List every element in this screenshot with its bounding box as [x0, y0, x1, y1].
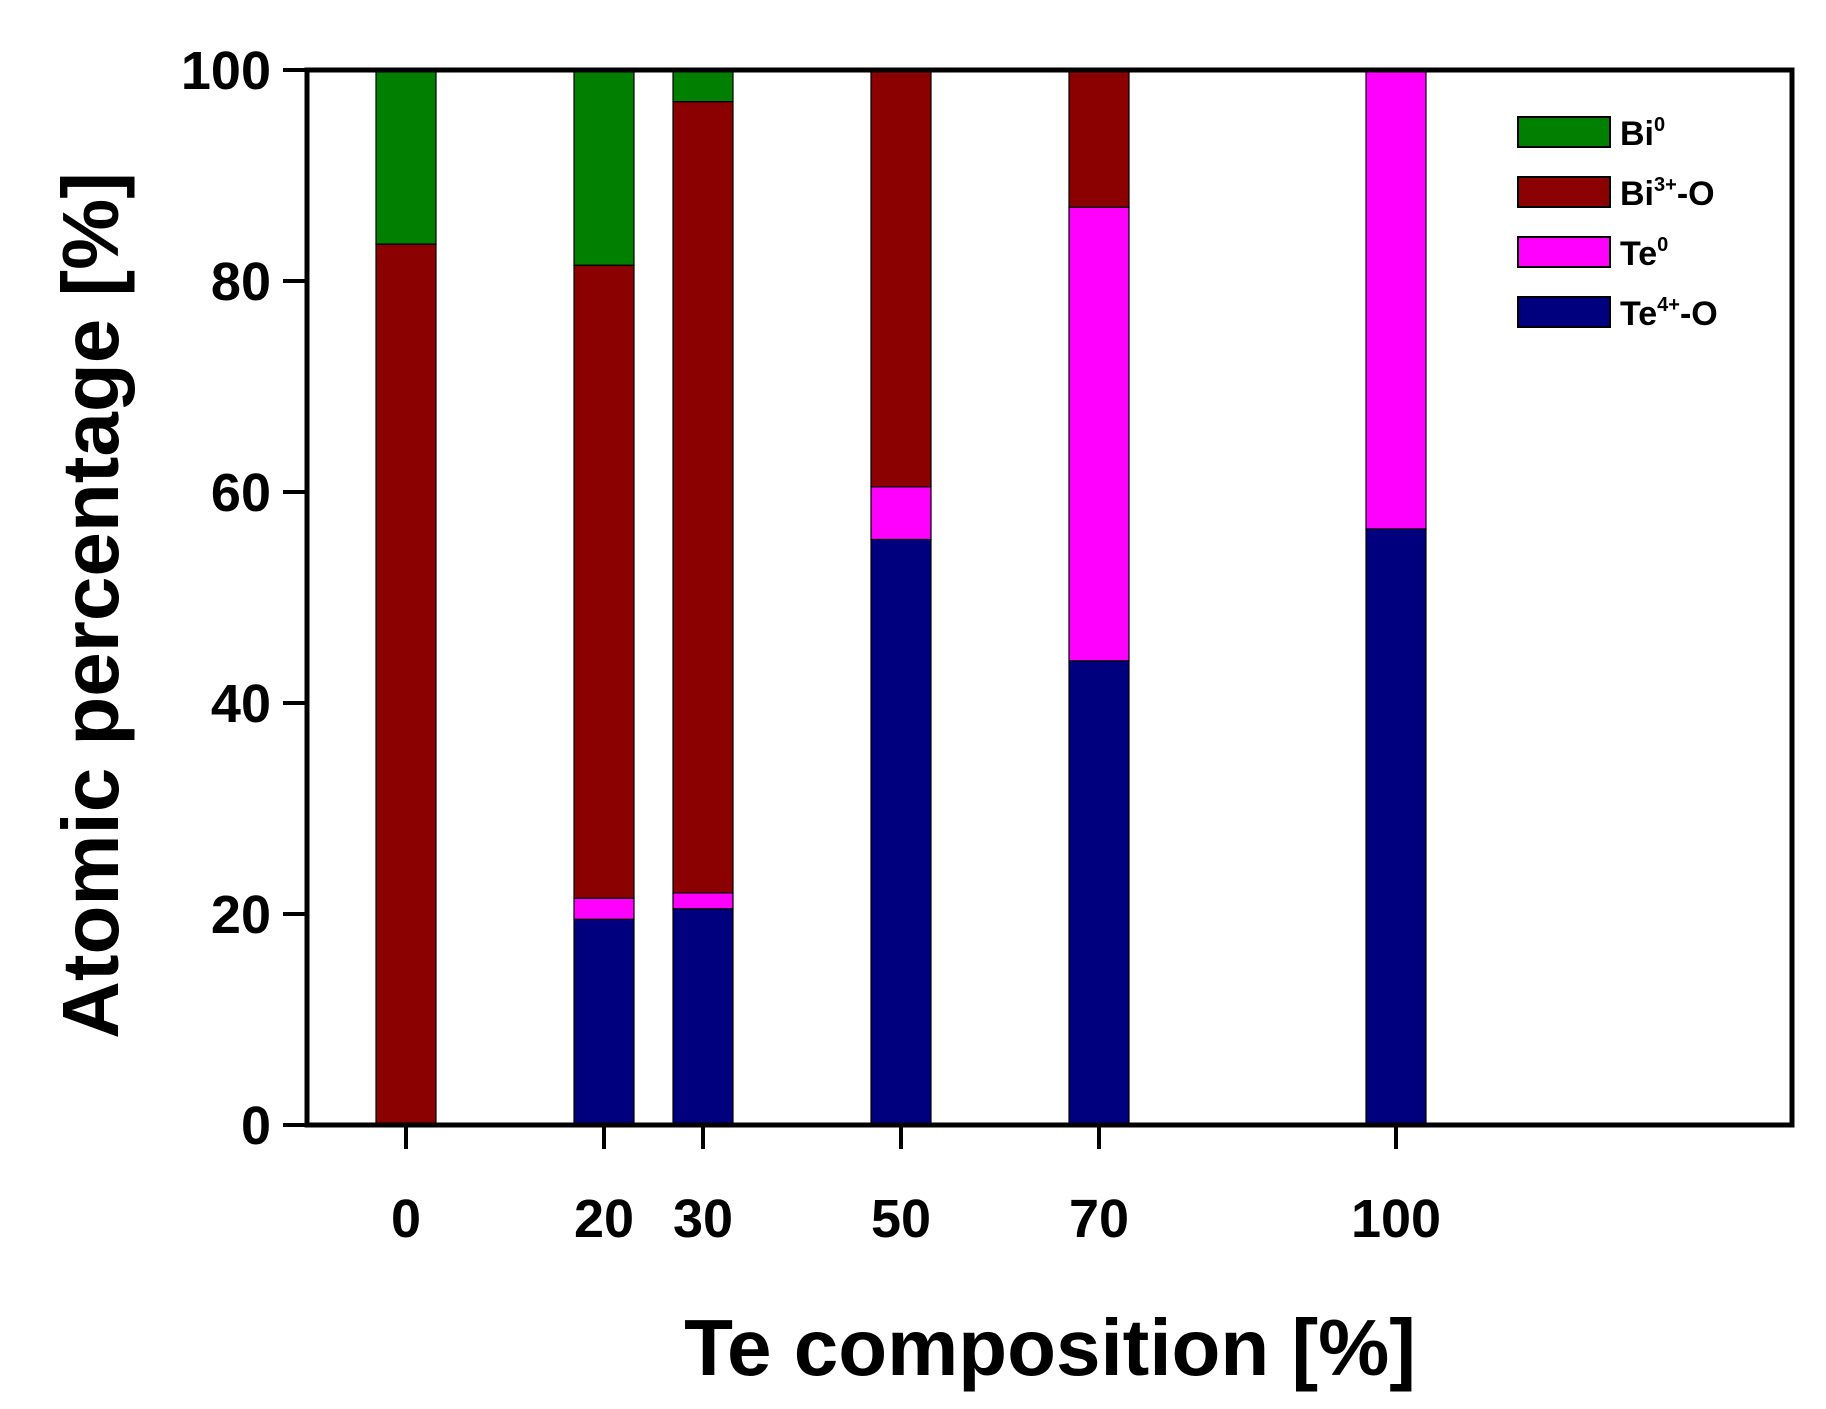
bar-bi3-20	[573, 264, 635, 899]
bar-te0-20	[573, 897, 635, 920]
bar-te4-50	[870, 538, 932, 1126]
x-tick-label: 20	[574, 1189, 634, 1249]
y-tick-label: 60	[211, 463, 271, 523]
bar-bi0-20	[573, 69, 635, 266]
bar-bi0-30	[672, 69, 734, 103]
legend-label-bi0: Bi0	[1620, 114, 1665, 153]
bar-bi3-30	[672, 101, 734, 894]
bar-bi3-0	[375, 243, 437, 1126]
legend-swatch-te4	[1517, 296, 1611, 328]
legend-swatch-bi3	[1517, 176, 1611, 208]
x-tick-label: 100	[1351, 1189, 1441, 1249]
bar-te0-50	[870, 486, 932, 541]
bar-te4-100	[1365, 528, 1427, 1126]
bar-te4-30	[672, 908, 734, 1126]
y-tick-label: 20	[211, 885, 271, 945]
x-axis: 0 20 30 50 70 100	[391, 1125, 1441, 1249]
y-tick-label: 0	[241, 1096, 271, 1156]
legend-swatch-te0	[1517, 236, 1611, 268]
legend-label-bi3: Bi3+-O	[1620, 174, 1715, 213]
bar-te0-30	[672, 892, 734, 910]
plot-frame	[304, 67, 1795, 1128]
bars	[375, 69, 1427, 1126]
x-tick-label: 30	[673, 1189, 733, 1249]
x-tick-label: 0	[391, 1189, 421, 1249]
bar-te4-20	[573, 918, 635, 1126]
bar-te0-100	[1365, 69, 1427, 530]
bar-te0-70	[1068, 206, 1130, 662]
y-tick-label: 40	[211, 674, 271, 734]
bar-bi3-70	[1068, 69, 1130, 208]
legend-label-te4: Te4+-O	[1620, 294, 1718, 333]
y-axis-title: Atomic percentage [%]	[46, 172, 135, 1039]
bar-bi3-50	[870, 69, 932, 488]
y-tick-label: 100	[181, 41, 271, 101]
bar-bi0-0	[375, 69, 437, 245]
x-axis-title: Te composition [%]	[684, 1303, 1416, 1392]
y-axis: 0 20 40 60 80 100	[181, 41, 307, 1156]
y-tick-label: 80	[211, 252, 271, 312]
x-tick-label: 70	[1069, 1189, 1129, 1249]
legend-label-te0: Te0	[1620, 234, 1668, 273]
legend: Bi0 Bi3+-O Te0 Te4+-O	[1517, 114, 1718, 333]
x-tick-label: 50	[871, 1189, 931, 1249]
bar-te4-70	[1068, 660, 1130, 1126]
legend-swatch-bi0	[1517, 116, 1611, 148]
